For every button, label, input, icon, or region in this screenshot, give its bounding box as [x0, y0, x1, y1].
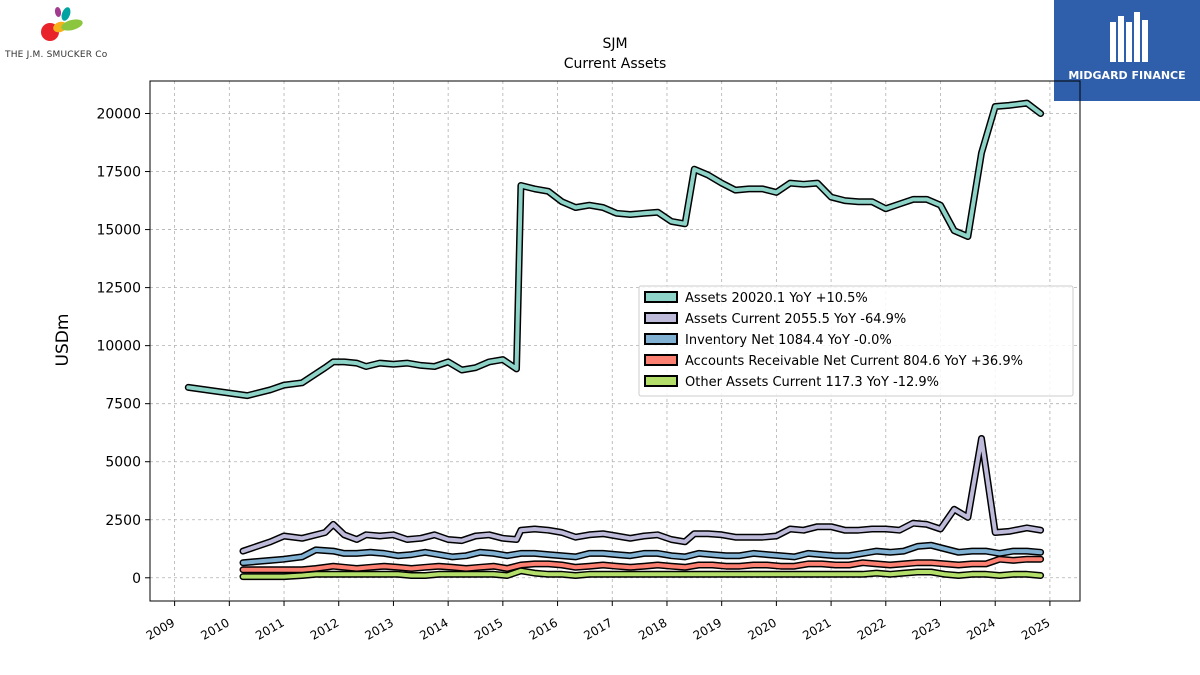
- legend-swatch: [644, 333, 678, 345]
- x-tick-label: 2024: [964, 615, 997, 642]
- series-line-assets-current: [241, 436, 1043, 554]
- x-tick-label: 2010: [198, 615, 231, 642]
- series-line-other-assets-current: [241, 568, 1043, 579]
- y-tick-label: 5000: [105, 455, 141, 471]
- x-tick-label: 2019: [691, 615, 724, 642]
- y-tick-label: 20000: [96, 107, 141, 123]
- x-tick-label: 2016: [527, 615, 560, 642]
- apple-logo-icon: [41, 7, 83, 41]
- company-logo: THE J.M. SMUCKER Co: [0, 0, 130, 70]
- x-tick-label: 2014: [417, 615, 450, 642]
- x-tick-label: 2022: [855, 615, 888, 642]
- legend: Assets 20020.1 YoY +10.5% Assets Current …: [638, 285, 1074, 397]
- brand-name: MIDGARD FINANCE: [1068, 69, 1186, 82]
- series-line-accounts-receivable-net-current: [241, 557, 1043, 572]
- x-tick-label: 2015: [472, 615, 505, 642]
- x-tick-label: 2013: [363, 615, 396, 642]
- x-tick-label: 2023: [910, 615, 943, 642]
- legend-label: Assets 20020.1 YoY +10.5%: [685, 291, 868, 306]
- series-line-inventory-net: [241, 543, 1043, 565]
- series-line-assets: [186, 101, 1043, 398]
- y-tick-label: 12500: [96, 281, 141, 297]
- legend-swatch: [644, 375, 678, 387]
- brand-mark-icon: [1110, 12, 1148, 62]
- x-tick-label: 2025: [1019, 615, 1052, 642]
- y-axis-label: USDm: [53, 314, 73, 367]
- chart-title: SJM: [602, 36, 627, 52]
- x-tick-label: 2017: [581, 615, 614, 642]
- y-tick-label: 2500: [105, 513, 141, 529]
- series-layer: [184, 99, 1045, 581]
- brand-logo: MIDGARD FINANCE: [1054, 0, 1200, 101]
- chart-subtitle: Current Assets: [564, 56, 667, 72]
- legend-swatch: [644, 354, 678, 366]
- x-tick-label: 2012: [308, 615, 341, 642]
- legend-swatch: [644, 312, 678, 324]
- x-tick-label: 2020: [745, 615, 778, 642]
- legend-label: Accounts Receivable Net Current 804.6 Yo…: [685, 354, 1023, 369]
- x-tick-label: 2018: [636, 615, 669, 642]
- y-tick-label: 7500: [105, 397, 141, 413]
- x-tick-label: 2009: [144, 615, 177, 642]
- company-logo-text: THE J.M. SMUCKER Co: [5, 50, 108, 60]
- legend-swatch: [644, 291, 678, 303]
- legend-box: [638, 285, 1074, 397]
- y-tick-label: 15000: [96, 223, 141, 239]
- series-outline-assets-current: [239, 435, 1045, 555]
- x-tick-label: 2011: [253, 615, 286, 642]
- y-tick-label: 0: [132, 571, 141, 587]
- plot-frame: [149, 80, 1081, 602]
- y-tick-label: 17500: [96, 165, 141, 181]
- legend-label: Other Assets Current 117.3 YoY -12.9%: [685, 375, 939, 390]
- x-tick-label: 2021: [800, 615, 833, 642]
- y-tick-label: 10000: [96, 339, 141, 355]
- legend-label: Inventory Net 1084.4 YoY -0.0%: [685, 333, 892, 348]
- legend-label: Assets Current 2055.5 YoY -64.9%: [685, 312, 906, 327]
